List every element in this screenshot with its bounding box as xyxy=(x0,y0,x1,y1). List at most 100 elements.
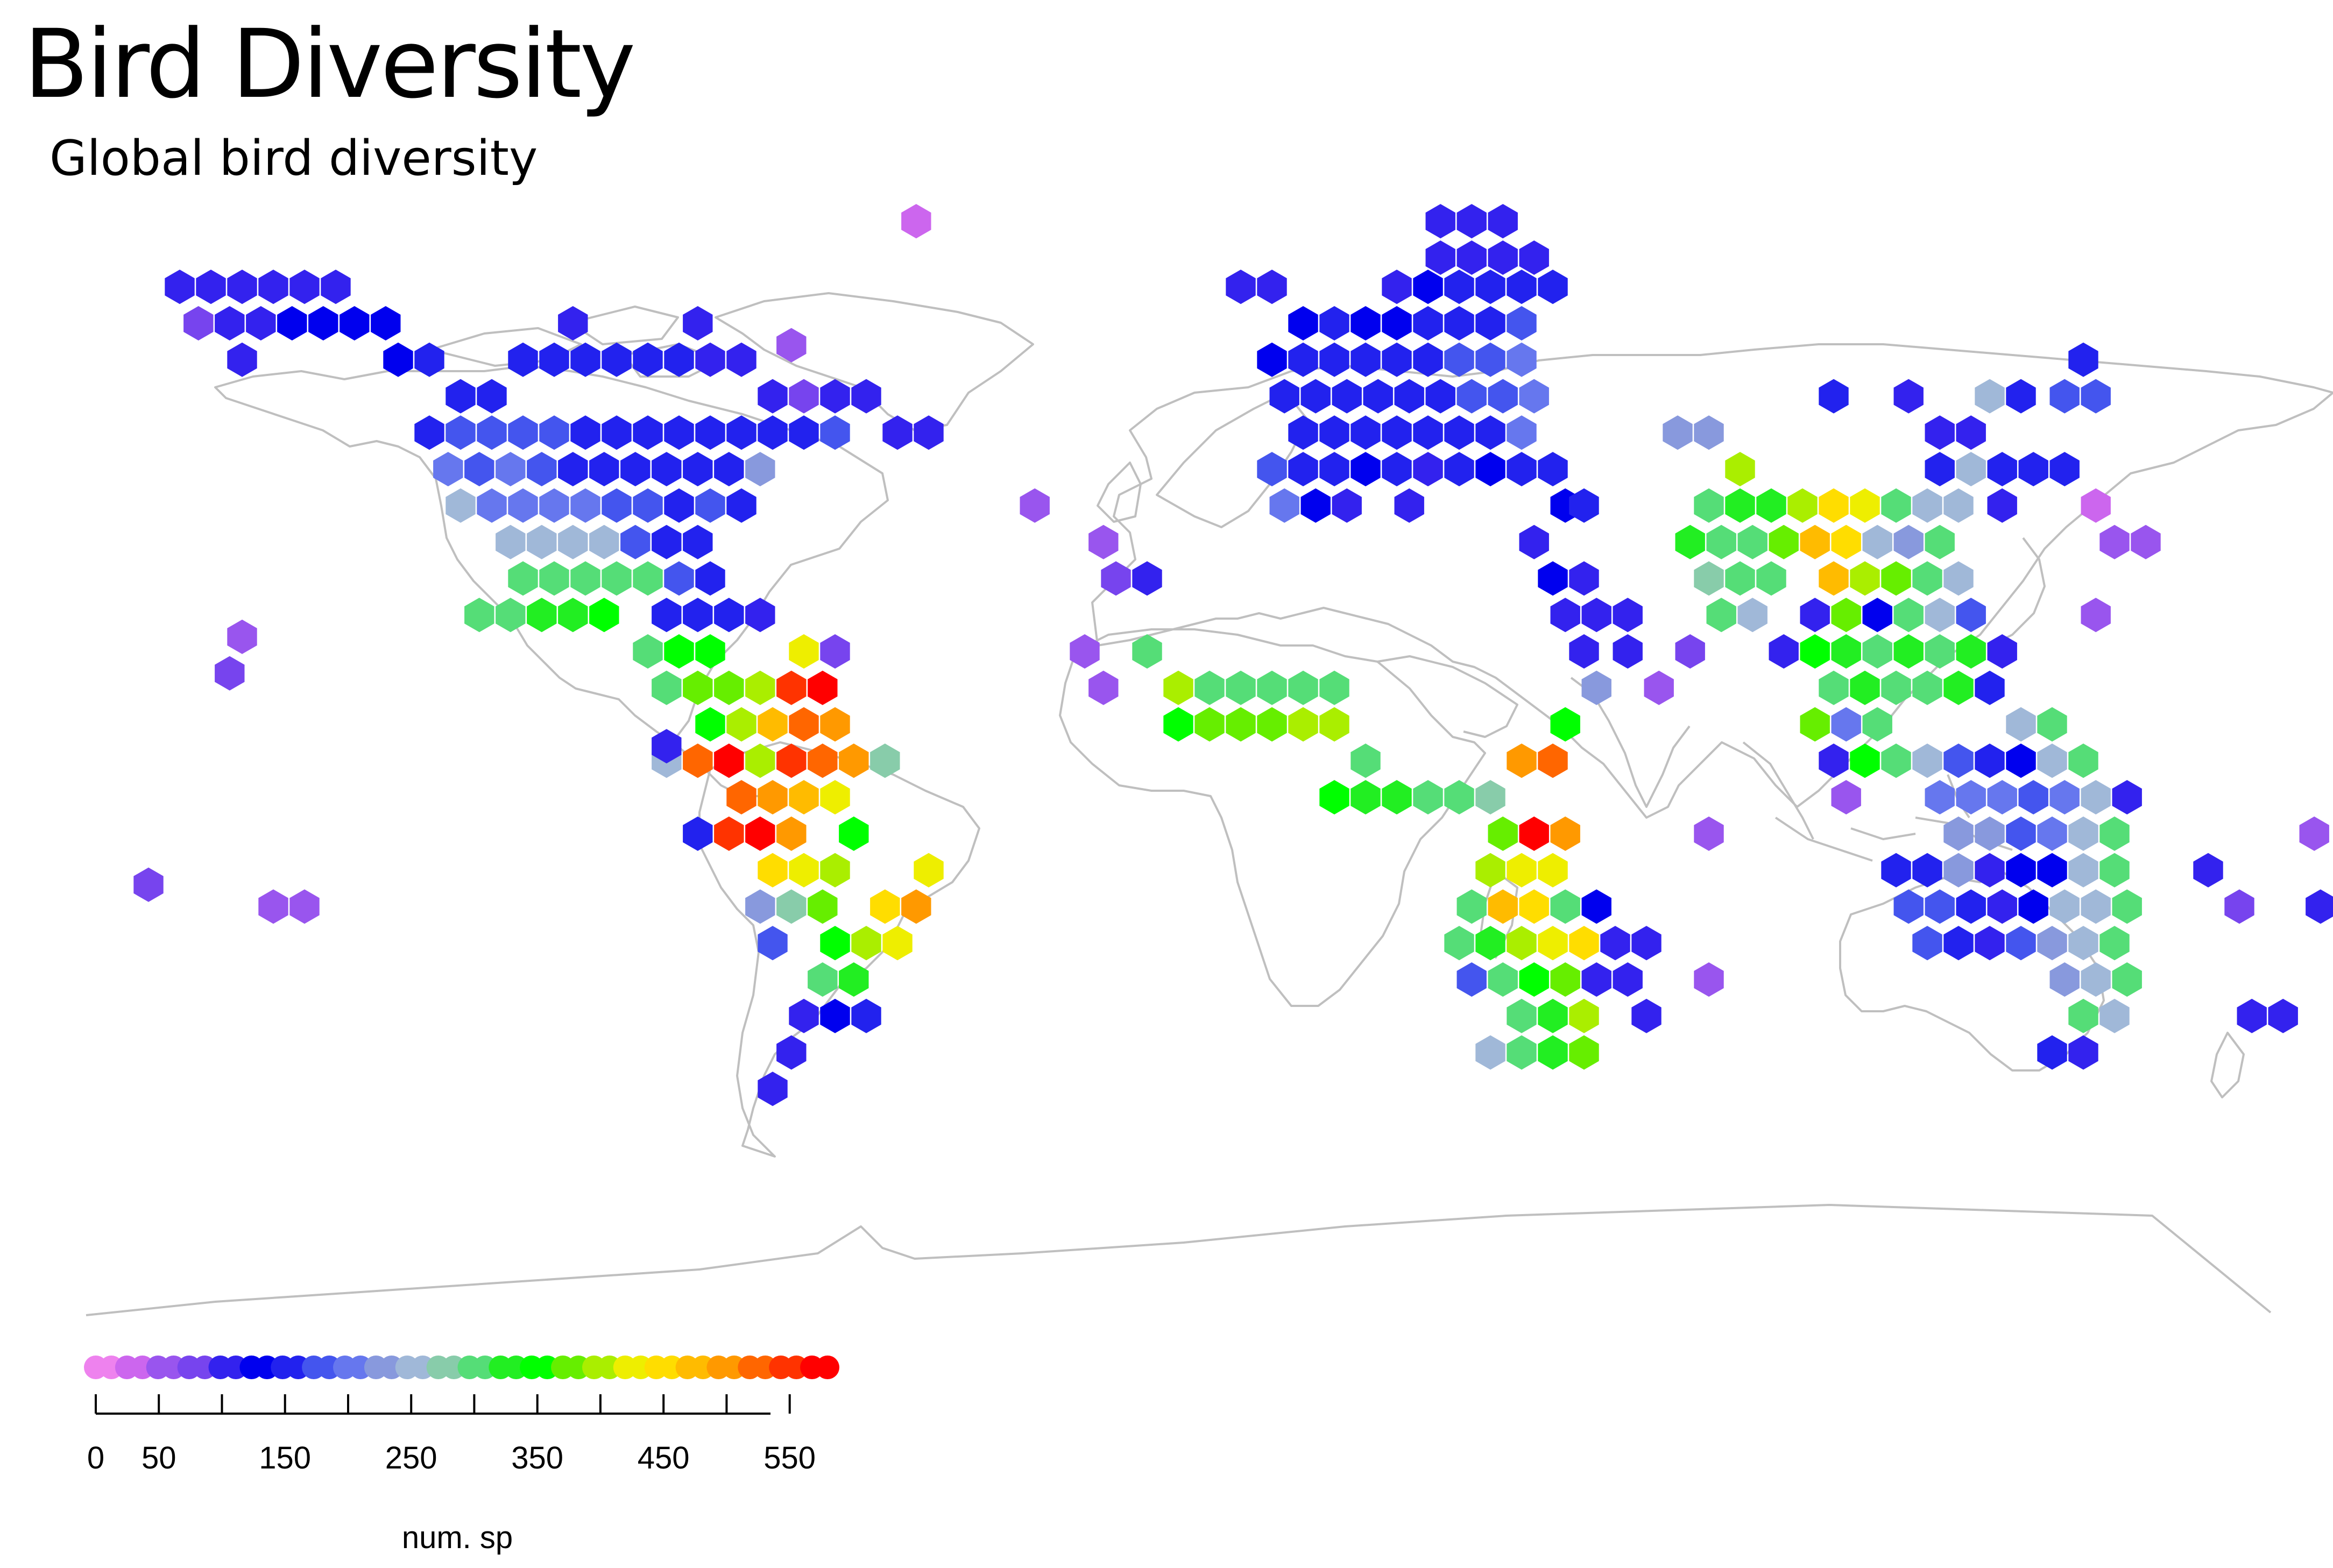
hex-cell xyxy=(683,452,713,487)
hex-cell xyxy=(1444,306,1474,340)
hex-cell xyxy=(745,598,775,633)
hex-cell xyxy=(1956,598,1986,633)
hex-cell xyxy=(1507,269,1537,304)
hex-cell xyxy=(508,342,538,377)
hex-cell xyxy=(1694,488,1724,523)
hex-cell xyxy=(664,634,694,669)
hex-cell xyxy=(1550,707,1580,742)
hex-cell xyxy=(1425,379,1455,414)
hex-cell xyxy=(789,780,819,815)
hex-cell xyxy=(1413,306,1443,340)
hex-cell xyxy=(1507,342,1537,377)
hex-cell xyxy=(1756,488,1786,523)
hex-cell xyxy=(1457,204,1487,239)
hex-cell xyxy=(2099,816,2130,851)
hex-cell xyxy=(215,306,245,340)
hex-cell xyxy=(664,488,694,523)
hex-cell xyxy=(1613,598,1643,633)
hex-cell xyxy=(745,670,775,705)
hex-cell xyxy=(1787,488,1818,523)
hex-cell xyxy=(1694,415,1724,450)
hex-cell xyxy=(2268,998,2298,1033)
hex-cell xyxy=(2037,743,2067,778)
hex-cell xyxy=(820,707,850,742)
hex-cell xyxy=(1800,634,1830,669)
hex-cell xyxy=(1943,670,1974,705)
hex-cell xyxy=(1519,524,1549,559)
hex-cell xyxy=(289,889,320,924)
hex-cell xyxy=(558,452,588,487)
hex-cell xyxy=(1507,452,1537,487)
coastline-antarctica xyxy=(86,1204,2272,1316)
hex-cell xyxy=(1569,926,1599,961)
hex-cell xyxy=(227,342,257,377)
hex-cell xyxy=(758,1072,788,1106)
hex-cell xyxy=(433,452,463,487)
hex-cell xyxy=(808,962,838,997)
hex-cell xyxy=(1538,269,1568,304)
legend-tick-labels: 0 50 150 250 350 450 550 xyxy=(87,1441,816,1475)
hex-cell xyxy=(2099,524,2130,559)
hex-cell xyxy=(2081,598,2111,633)
hex-cell xyxy=(477,415,507,450)
hex-cell xyxy=(808,889,838,924)
hex-cell xyxy=(2049,379,2080,414)
hex-cell xyxy=(882,926,913,961)
hex-cell xyxy=(2068,1035,2098,1070)
hex-cell xyxy=(1351,415,1381,450)
hex-cell xyxy=(1457,962,1487,997)
hex-cell xyxy=(1413,780,1443,815)
hex-cell xyxy=(2099,926,2130,961)
hex-cell xyxy=(508,561,538,596)
hex-cell xyxy=(695,707,725,742)
hex-cell xyxy=(1507,743,1537,778)
hex-cell xyxy=(1569,1035,1599,1070)
hex-cell xyxy=(1132,634,1162,669)
hex-cell xyxy=(602,561,632,596)
hex-cell xyxy=(1194,670,1225,705)
hex-cell xyxy=(1819,488,1849,523)
hex-cell xyxy=(602,415,632,450)
hex-cell xyxy=(1925,780,1955,815)
hex-cell xyxy=(1737,598,1768,633)
hex-cell xyxy=(1382,269,1412,304)
hex-cell xyxy=(1507,1035,1537,1070)
hex-cell xyxy=(2006,379,2036,414)
hex-cell xyxy=(1694,962,1724,997)
hex-cell xyxy=(2037,816,2067,851)
hex-cell xyxy=(2037,853,2067,888)
hex-cell xyxy=(196,269,226,304)
hex-cell xyxy=(1956,415,1986,450)
hex-cell xyxy=(1257,342,1287,377)
hex-cell xyxy=(1382,415,1412,450)
hex-cell xyxy=(2131,524,2161,559)
hex-cell xyxy=(1538,743,1568,778)
hex-cell xyxy=(1831,598,1861,633)
hex-cell xyxy=(539,561,569,596)
hex-cell xyxy=(527,598,557,633)
hex-cell xyxy=(1943,743,1974,778)
hex-cell xyxy=(1581,598,1611,633)
coastline-southeast-asia xyxy=(1742,741,2013,862)
hex-cell xyxy=(558,524,588,559)
legend-title: num. sp xyxy=(402,1520,513,1555)
hex-cell xyxy=(1070,634,1100,669)
hex-cell xyxy=(2306,889,2333,924)
hex-cell xyxy=(446,379,476,414)
hex-cell xyxy=(1488,889,1518,924)
hex-cell xyxy=(589,524,619,559)
hex-cell xyxy=(1257,269,1287,304)
coastline-new-zealand xyxy=(2210,1032,2245,1098)
hex-cell xyxy=(1800,598,1830,633)
hex-cell xyxy=(1862,707,1892,742)
hex-cell xyxy=(758,780,788,815)
hex-cell xyxy=(496,524,526,559)
hex-cell xyxy=(1351,452,1381,487)
hex-cell xyxy=(1631,998,1662,1033)
legend-tick-label: 50 xyxy=(142,1441,176,1475)
coastline-british-isles xyxy=(1097,462,1142,523)
hex-cell xyxy=(714,743,744,778)
hex-cell xyxy=(1706,524,1736,559)
hex-cell xyxy=(1363,379,1393,414)
hex-cell xyxy=(1382,780,1412,815)
